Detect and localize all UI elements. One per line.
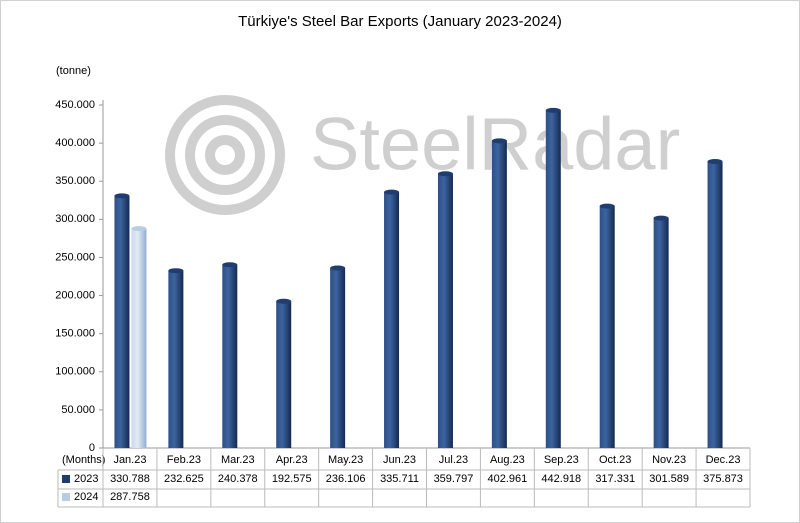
bar xyxy=(545,110,561,448)
bar-cap xyxy=(437,171,453,177)
data-table-value: 375.873 xyxy=(703,473,743,485)
bar xyxy=(653,218,669,448)
data-table-value: 240.378 xyxy=(218,473,258,485)
data-table-value: 402.961 xyxy=(487,473,527,485)
x-tick-label: Oct.23 xyxy=(599,454,631,466)
bar xyxy=(437,173,453,448)
x-tick-label: Aug.23 xyxy=(490,454,525,466)
x-tick-label: Jun.23 xyxy=(383,454,416,466)
bar xyxy=(114,195,130,448)
data-table-value: 287.758 xyxy=(110,491,150,503)
bar xyxy=(384,192,400,448)
bar-cap xyxy=(707,159,723,165)
bar-cap xyxy=(653,215,669,221)
data-table-value: 335.711 xyxy=(380,473,419,485)
y-axis-label: (tonne) xyxy=(56,65,91,77)
y-tick-label: 50.000 xyxy=(61,404,95,416)
data-table-value: 317.331 xyxy=(595,473,635,485)
y-tick-label: 150.000 xyxy=(55,328,95,340)
bar-cap xyxy=(330,265,346,271)
y-tick-label: 300.000 xyxy=(55,213,95,225)
bar-cap xyxy=(384,189,400,195)
bar xyxy=(276,301,292,448)
data-table-value: 330.788 xyxy=(110,473,150,485)
watermark-logo xyxy=(165,95,285,215)
data-table-value: 442.918 xyxy=(541,473,581,485)
y-tick-label: 450.000 xyxy=(55,99,95,111)
y-tick-label: 100.000 xyxy=(55,366,95,378)
bar xyxy=(707,161,723,448)
legend-label: 2023 xyxy=(74,473,98,485)
data-table-value: 301.589 xyxy=(649,473,689,485)
data-table-value: 359.797 xyxy=(434,473,474,485)
bar-cap xyxy=(599,203,615,209)
x-tick-label: Feb.23 xyxy=(167,454,201,466)
data-table-value: 192.575 xyxy=(272,473,312,485)
x-tick-label: Apr.23 xyxy=(276,454,308,466)
y-tick-label: 350.000 xyxy=(55,175,95,187)
y-tick-label: 200.000 xyxy=(55,289,95,301)
bar xyxy=(168,270,184,448)
legend-label: 2024 xyxy=(74,491,98,503)
x-tick-label: Mar.23 xyxy=(221,454,255,466)
y-tick-label: 250.000 xyxy=(55,251,95,263)
bar-cap xyxy=(276,298,292,304)
bar-cap xyxy=(114,193,130,199)
data-table-value: 236.106 xyxy=(326,473,366,485)
x-tick-label: May.23 xyxy=(328,454,363,466)
bar-cap xyxy=(131,226,147,232)
x-tick-label: Jan.23 xyxy=(113,454,146,466)
bar xyxy=(222,264,238,448)
bar-cap xyxy=(491,138,507,144)
bar-cap xyxy=(168,268,184,274)
bar xyxy=(599,206,615,448)
bar xyxy=(330,268,346,448)
bar xyxy=(491,140,507,448)
y-tick-label: 400.000 xyxy=(55,137,95,149)
x-tick-label: Sep.23 xyxy=(544,454,579,466)
x-tick-label: Nov.23 xyxy=(652,454,686,466)
data-table-value: 232.625 xyxy=(164,473,204,485)
bar-cap xyxy=(222,262,238,268)
x-tick-label: Jul.23 xyxy=(439,454,468,466)
y-tick-label: 0 xyxy=(89,442,95,454)
chart-title: Türkiye's Steel Bar Exports (January 202… xyxy=(238,13,562,30)
x-axis-label: (Months) xyxy=(62,454,105,466)
legend-swatch xyxy=(62,475,70,483)
bar xyxy=(131,228,147,448)
bar-cap xyxy=(545,107,561,113)
legend-swatch xyxy=(62,493,70,501)
x-tick-label: Dec.23 xyxy=(706,454,741,466)
